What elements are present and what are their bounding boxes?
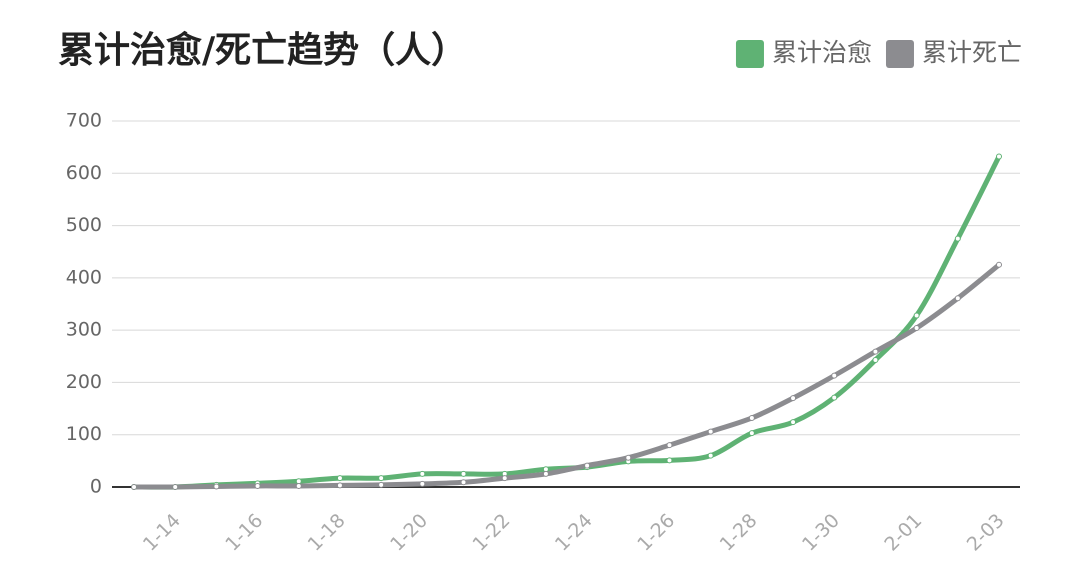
data-point [172, 484, 179, 490]
data-point [625, 454, 632, 461]
x-tick-label: 1-14 [139, 510, 185, 556]
data-point [954, 295, 961, 302]
chart-title: 累计治愈/死亡趋势（人） [58, 29, 467, 71]
data-point [213, 483, 220, 490]
data-point [295, 482, 302, 489]
data-point [378, 481, 385, 488]
series-line [131, 154, 1002, 490]
y-tick-label: 200 [66, 371, 102, 393]
x-tick-label: 1-30 [798, 510, 844, 556]
data-point [748, 414, 755, 421]
data-point [378, 475, 385, 482]
data-point [460, 470, 467, 477]
data-point [460, 479, 467, 486]
x-tick-label: 1-24 [551, 510, 597, 556]
data-point [419, 480, 426, 487]
y-tick-label: 400 [66, 266, 102, 288]
data-point [254, 482, 261, 489]
y-tick-label: 0 [90, 476, 102, 498]
data-point [790, 395, 797, 402]
x-tick-label: 2-03 [963, 510, 1009, 556]
legend: 累计死亡 累计治愈 [735, 38, 1022, 68]
data-point [707, 428, 714, 435]
x-tick-label: 1-28 [716, 510, 762, 556]
data-point [131, 484, 137, 490]
x-tick-label: 1-18 [304, 510, 350, 556]
data-point [542, 470, 549, 477]
data-point [501, 475, 508, 482]
data-point [790, 419, 797, 426]
y-tick-label: 300 [66, 319, 102, 341]
data-point [666, 442, 673, 449]
data-point [831, 372, 838, 379]
data-point [666, 457, 673, 464]
legend-label: 累计死亡 [922, 38, 1022, 67]
y-tick-label: 100 [66, 423, 102, 445]
y-tick-label: 600 [66, 162, 102, 184]
x-tick-label: 1-16 [221, 510, 267, 556]
legend-label: 累计治愈 [772, 38, 872, 67]
data-point [954, 235, 961, 242]
y-tick-label: 700 [66, 110, 102, 132]
x-tick-label: 2-01 [880, 510, 926, 556]
data-point [748, 430, 755, 437]
data-point [336, 475, 343, 482]
data-point [336, 482, 343, 489]
x-tick-label: 1-20 [386, 510, 432, 556]
data-point [584, 462, 591, 469]
data-point [913, 325, 920, 332]
data-point [872, 356, 879, 363]
data-point [872, 348, 879, 355]
x-tick-label: 1-26 [633, 510, 679, 556]
legend-swatch [735, 40, 764, 68]
data-point [996, 261, 1002, 268]
data-point [707, 452, 714, 459]
data-point [419, 470, 426, 477]
x-tick-label: 1-22 [468, 510, 514, 556]
data-point [831, 394, 838, 401]
data-point [913, 312, 920, 319]
legend-swatch [885, 40, 914, 68]
series-line [131, 262, 1002, 490]
data-point [996, 153, 1002, 160]
y-tick-label: 500 [66, 214, 102, 236]
